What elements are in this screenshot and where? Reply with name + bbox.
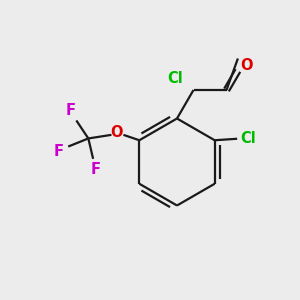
Text: Cl: Cl [240, 131, 256, 146]
Text: F: F [53, 144, 63, 159]
Text: O: O [110, 125, 122, 140]
Text: O: O [240, 58, 253, 73]
Text: Cl: Cl [168, 71, 183, 86]
Text: F: F [65, 103, 75, 118]
Text: F: F [90, 162, 100, 177]
